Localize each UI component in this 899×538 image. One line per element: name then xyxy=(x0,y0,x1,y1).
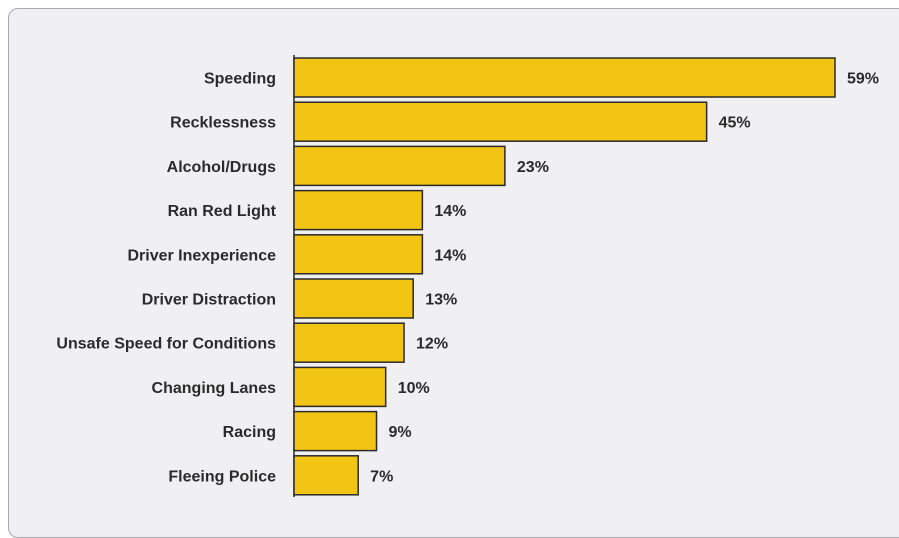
category-label-0: Speeding xyxy=(204,71,276,88)
category-labels-group: Speeding Recklessness Alcohol/Drugs Ran Red… xyxy=(56,71,276,486)
category-label-1: Recklessness xyxy=(170,115,276,132)
category-label-8: Racing xyxy=(223,424,276,441)
bar-6 xyxy=(293,322,405,363)
category-label-3: Ran Red Light xyxy=(168,203,277,220)
bar-0 xyxy=(293,57,836,98)
category-label-7: Changing Lanes xyxy=(152,380,277,397)
bar-7 xyxy=(293,366,387,408)
bar-5 xyxy=(293,278,414,319)
value-label-9: 7% xyxy=(370,468,393,485)
category-label-5: Driver Distraction xyxy=(142,292,276,309)
value-label-3: 14% xyxy=(434,203,466,220)
category-label-6: Unsafe Speed for Conditions xyxy=(56,336,276,353)
value-label-5: 13% xyxy=(425,292,457,309)
bar-1 xyxy=(293,101,708,142)
category-label-2: Alcohol/Drugs xyxy=(167,159,276,176)
value-label-7: 10% xyxy=(398,380,430,397)
category-label-9: Fleeing Police xyxy=(168,468,276,485)
category-label-4: Driver Inexperience xyxy=(127,247,276,264)
value-label-2: 23% xyxy=(517,159,549,176)
value-label-6: 12% xyxy=(416,336,448,353)
value-label-4: 14% xyxy=(434,247,466,264)
bar-2 xyxy=(293,145,506,187)
bar-3 xyxy=(293,189,424,231)
bar-4 xyxy=(293,234,424,275)
value-labels-group: 59% 45% 23% 14% 14% 13% 12% 10% 9% 7% xyxy=(370,71,879,486)
value-label-1: 45% xyxy=(719,115,751,132)
bar-8 xyxy=(293,410,378,452)
bar-9 xyxy=(293,455,359,496)
value-label-8: 9% xyxy=(389,424,412,441)
bars-group xyxy=(293,57,836,496)
value-label-0: 59% xyxy=(847,71,879,88)
